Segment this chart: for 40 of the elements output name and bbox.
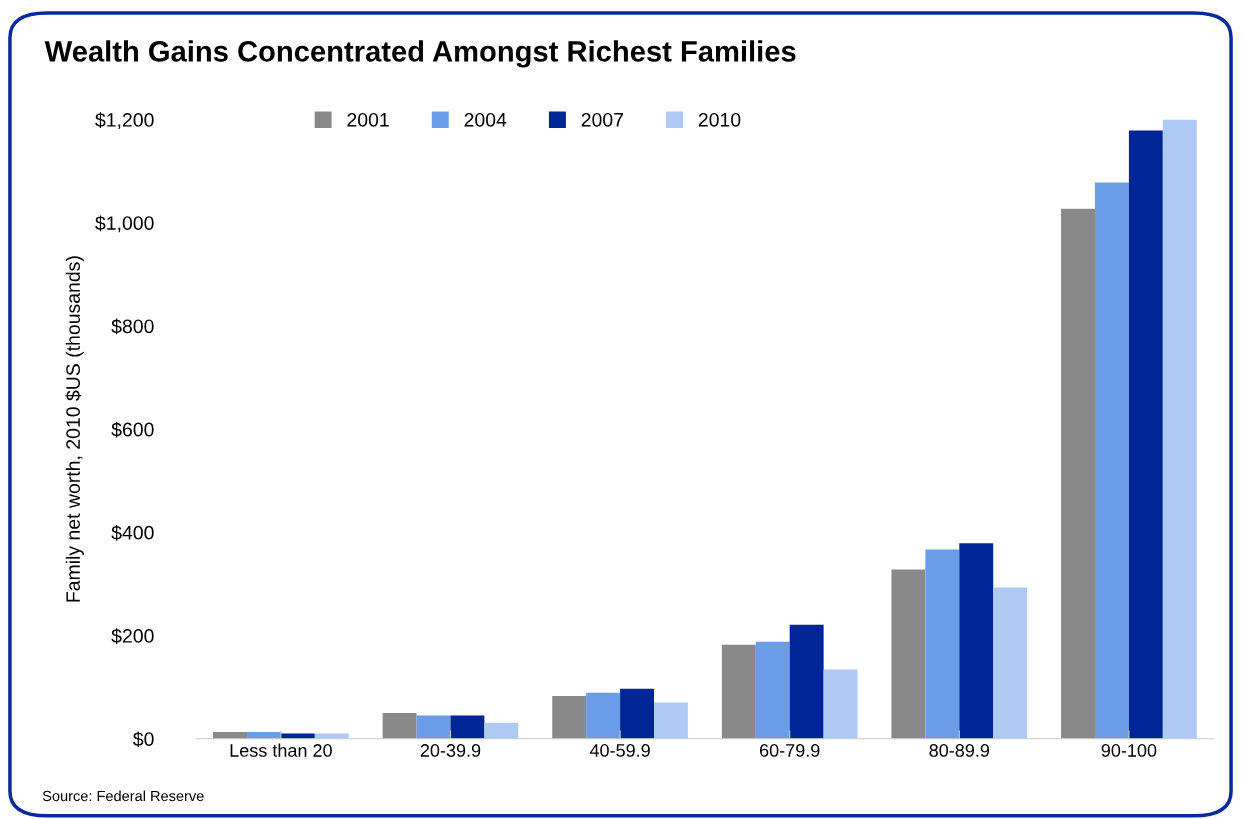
chart-title: Wealth Gains Concentrated Amongst Richest Families [44,40,796,68]
bar [450,715,485,739]
x-tick-label: 60-79.9 [759,744,820,757]
bar [789,624,824,739]
bar [382,712,417,739]
bar [416,715,451,739]
bar [586,692,621,739]
y-tick-label: $1,000 [95,215,154,233]
x-tick-label: 40-59.9 [589,744,650,757]
legend-label: 2010 [698,112,741,127]
y-tick-label: $0 [133,731,154,748]
legend-label: 2004 [464,112,507,127]
bar [755,641,790,739]
x-tick-label: 80-89.9 [929,744,990,757]
bar [620,688,655,739]
bar [1128,130,1163,739]
x-tick-label: 20-39.9 [420,744,481,757]
bar [925,549,960,739]
bar [1094,182,1129,739]
bar [1061,208,1095,739]
legend-label: 2007 [581,112,624,127]
bar [891,569,926,739]
x-tick-label: Less than 20 [230,743,332,757]
y-tick-label: $400 [111,525,154,541]
bar [823,669,858,739]
y-tick-label: $800 [111,318,154,335]
bar [993,587,1028,739]
y-tick-label: $1,200 [95,112,154,130]
bar [484,722,519,739]
y-axis-title: Family net worth, 2010 $US (thousands) [65,256,84,602]
y-tick-label: $200 [111,628,154,644]
x-tick-label: 90-100 [1101,744,1157,757]
legend-label: 2001 [347,112,389,127]
y-tick-label: $600 [111,421,154,438]
bar [721,644,756,739]
source-note: Source: Federal Reserve [42,790,204,802]
bar [959,543,994,739]
bar [552,695,587,739]
bar [654,702,688,739]
bar [1162,119,1197,739]
